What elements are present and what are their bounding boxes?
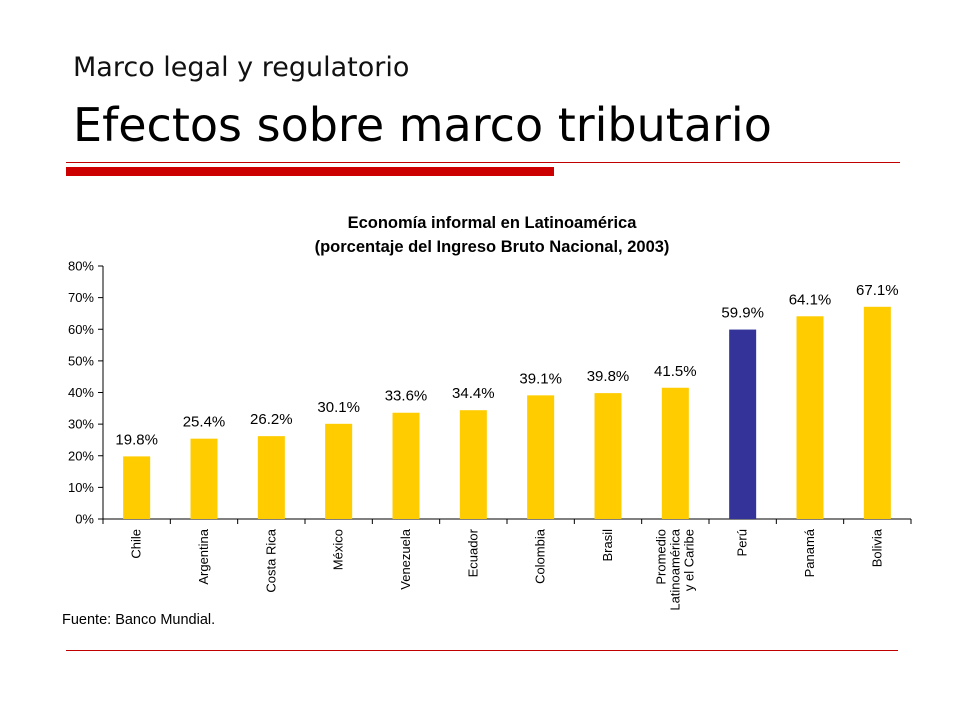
header-divider-thin [66,162,900,163]
y-tick-label: 70% [68,290,94,305]
bar-value-label: 25.4% [183,414,226,431]
bar [661,387,689,519]
bar [863,306,891,519]
slide-subtitle: Marco legal y regulatorio [73,52,410,83]
x-category-label: Colombia [533,528,548,584]
x-category-label: Brasil [600,529,615,562]
bar [527,395,555,519]
bar-value-label: 39.1% [519,370,562,387]
bar-value-label: 26.2% [250,411,293,428]
bar-value-label: 64.1% [789,291,832,308]
bar-value-label: 67.1% [856,282,899,299]
x-category-label: Perú [735,529,750,556]
x-category-label: Argentina [196,528,211,584]
x-category-label: Ecuador [465,528,480,577]
chart-title-line: (porcentaje del Ingreso Bruto Nacional, … [315,238,670,256]
bar-value-label: 41.5% [654,363,697,380]
bar-value-label: 59.9% [721,305,764,322]
x-category-label: Latinoamérica [667,528,682,610]
y-tick-label: 60% [68,322,94,337]
y-tick-label: 30% [68,417,94,432]
bar-value-label: 39.8% [587,368,630,385]
bar [392,412,420,519]
x-category-label: México [331,529,346,570]
footer-divider [66,650,898,651]
y-tick-label: 40% [68,385,94,400]
x-category-label: Venezuela [398,528,413,589]
header-divider-thick [66,167,554,176]
x-category-label: Panamá [802,528,817,577]
bar-value-label: 19.8% [115,431,158,448]
x-category-label: Bolivia [869,528,884,567]
x-category-label: Chile [129,529,144,559]
bar [459,410,487,519]
bar [123,456,151,519]
x-category-label: Promedio [653,529,668,585]
bar-value-label: 33.6% [385,388,428,405]
bar [594,393,622,519]
x-category-label: y el Caribe [681,529,696,591]
bar [729,329,757,519]
y-tick-label: 80% [68,259,94,274]
bar-value-label: 34.4% [452,385,495,402]
slide-title: Efectos sobre marco tributario [73,98,772,152]
y-tick-label: 10% [68,480,94,495]
bar [257,436,285,519]
bar [190,438,218,519]
y-tick-label: 0% [75,512,94,527]
bar [796,316,824,519]
bar [325,423,353,519]
y-tick-label: 20% [68,448,94,463]
x-category-label: Costa Rica [263,528,278,592]
bar-value-label: 30.1% [317,399,360,416]
chart-title-line: Economía informal en Latinoamérica [348,214,638,232]
source-note: Fuente: Banco Mundial. [62,612,216,628]
y-tick-label: 50% [68,353,94,368]
